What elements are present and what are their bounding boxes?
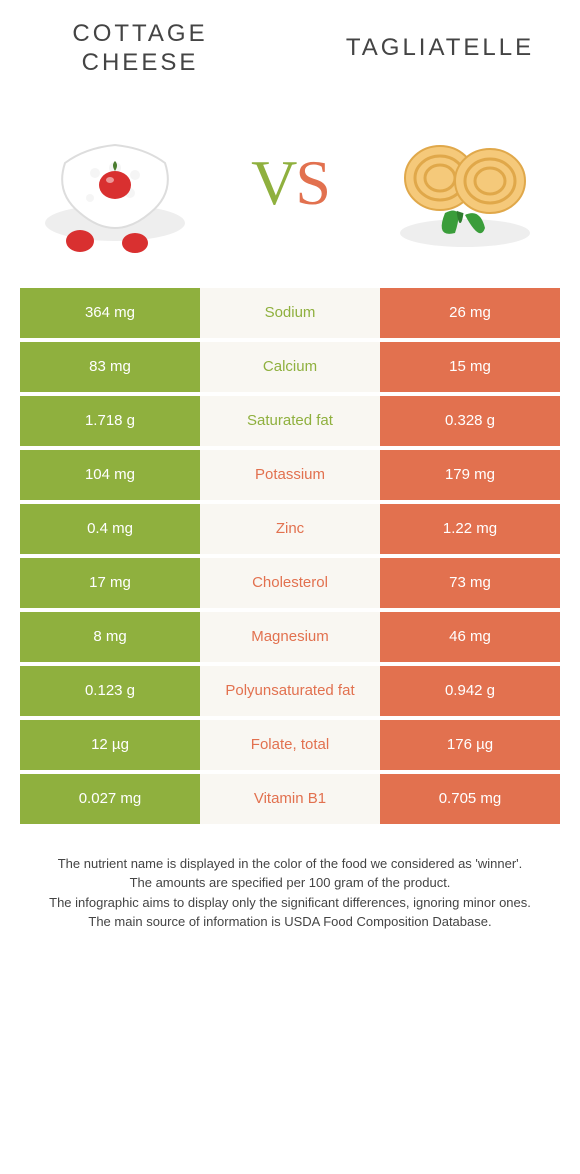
nutrient-name-cell: Potassium (200, 450, 380, 500)
right-value-cell: 1.22 mg (380, 504, 560, 554)
vs-v: V (251, 147, 295, 218)
nutrient-name-cell: Sodium (200, 288, 380, 338)
table-row: 0.123 gPolyunsaturated fat0.942 g (20, 666, 560, 716)
table-row: 17 mgCholesterol73 mg (20, 558, 560, 608)
nutrient-name-cell: Folate, total (200, 720, 380, 770)
table-row: 12 µgFolate, total176 µg (20, 720, 560, 770)
footnote-line: The amounts are specified per 100 gram o… (30, 873, 550, 893)
footnotes: The nutrient name is displayed in the co… (30, 854, 550, 932)
cottage-cheese-icon (35, 103, 195, 263)
left-value-cell: 0.4 mg (20, 504, 200, 554)
right-value-cell: 0.328 g (380, 396, 560, 446)
right-value-cell: 73 mg (380, 558, 560, 608)
vs-label: VS (251, 146, 329, 220)
vs-s: S (295, 147, 329, 218)
left-value-cell: 1.718 g (20, 396, 200, 446)
left-value-cell: 8 mg (20, 612, 200, 662)
right-food-image (380, 98, 550, 268)
table-row: 8 mgMagnesium46 mg (20, 612, 560, 662)
left-value-cell: 0.027 mg (20, 774, 200, 824)
left-value-cell: 12 µg (20, 720, 200, 770)
table-row: 0.4 mgZinc1.22 mg (20, 504, 560, 554)
comparison-table: 364 mgSodium26 mg83 mgCalcium15 mg1.718 … (20, 288, 560, 824)
nutrient-name-cell: Polyunsaturated fat (200, 666, 380, 716)
left-value-cell: 0.123 g (20, 666, 200, 716)
nutrient-name-cell: Zinc (200, 504, 380, 554)
right-food-title: TAGLIATELLE (340, 34, 540, 63)
left-food-image (30, 98, 200, 268)
nutrient-name-cell: Saturated fat (200, 396, 380, 446)
tagliatelle-icon (385, 103, 545, 263)
footnote-line: The main source of information is USDA F… (30, 912, 550, 932)
table-row: 104 mgPotassium179 mg (20, 450, 560, 500)
right-value-cell: 26 mg (380, 288, 560, 338)
nutrient-name-cell: Cholesterol (200, 558, 380, 608)
left-value-cell: 17 mg (20, 558, 200, 608)
nutrient-name-cell: Vitamin B1 (200, 774, 380, 824)
right-value-cell: 176 µg (380, 720, 560, 770)
table-row: 364 mgSodium26 mg (20, 288, 560, 338)
right-value-cell: 15 mg (380, 342, 560, 392)
right-value-cell: 46 mg (380, 612, 560, 662)
footnote-line: The infographic aims to display only the… (30, 893, 550, 913)
table-row: 0.027 mgVitamin B10.705 mg (20, 774, 560, 824)
right-value-cell: 0.705 mg (380, 774, 560, 824)
right-value-cell: 179 mg (380, 450, 560, 500)
left-value-cell: 364 mg (20, 288, 200, 338)
left-food-title: COTTAGE CHEESE (40, 20, 240, 78)
footnote-line: The nutrient name is displayed in the co… (30, 854, 550, 874)
image-row: VS (0, 88, 580, 288)
left-value-cell: 83 mg (20, 342, 200, 392)
right-value-cell: 0.942 g (380, 666, 560, 716)
table-row: 83 mgCalcium15 mg (20, 342, 560, 392)
left-value-cell: 104 mg (20, 450, 200, 500)
table-row: 1.718 gSaturated fat0.328 g (20, 396, 560, 446)
header: COTTAGE CHEESE TAGLIATELLE (0, 0, 580, 88)
nutrient-name-cell: Magnesium (200, 612, 380, 662)
nutrient-name-cell: Calcium (200, 342, 380, 392)
